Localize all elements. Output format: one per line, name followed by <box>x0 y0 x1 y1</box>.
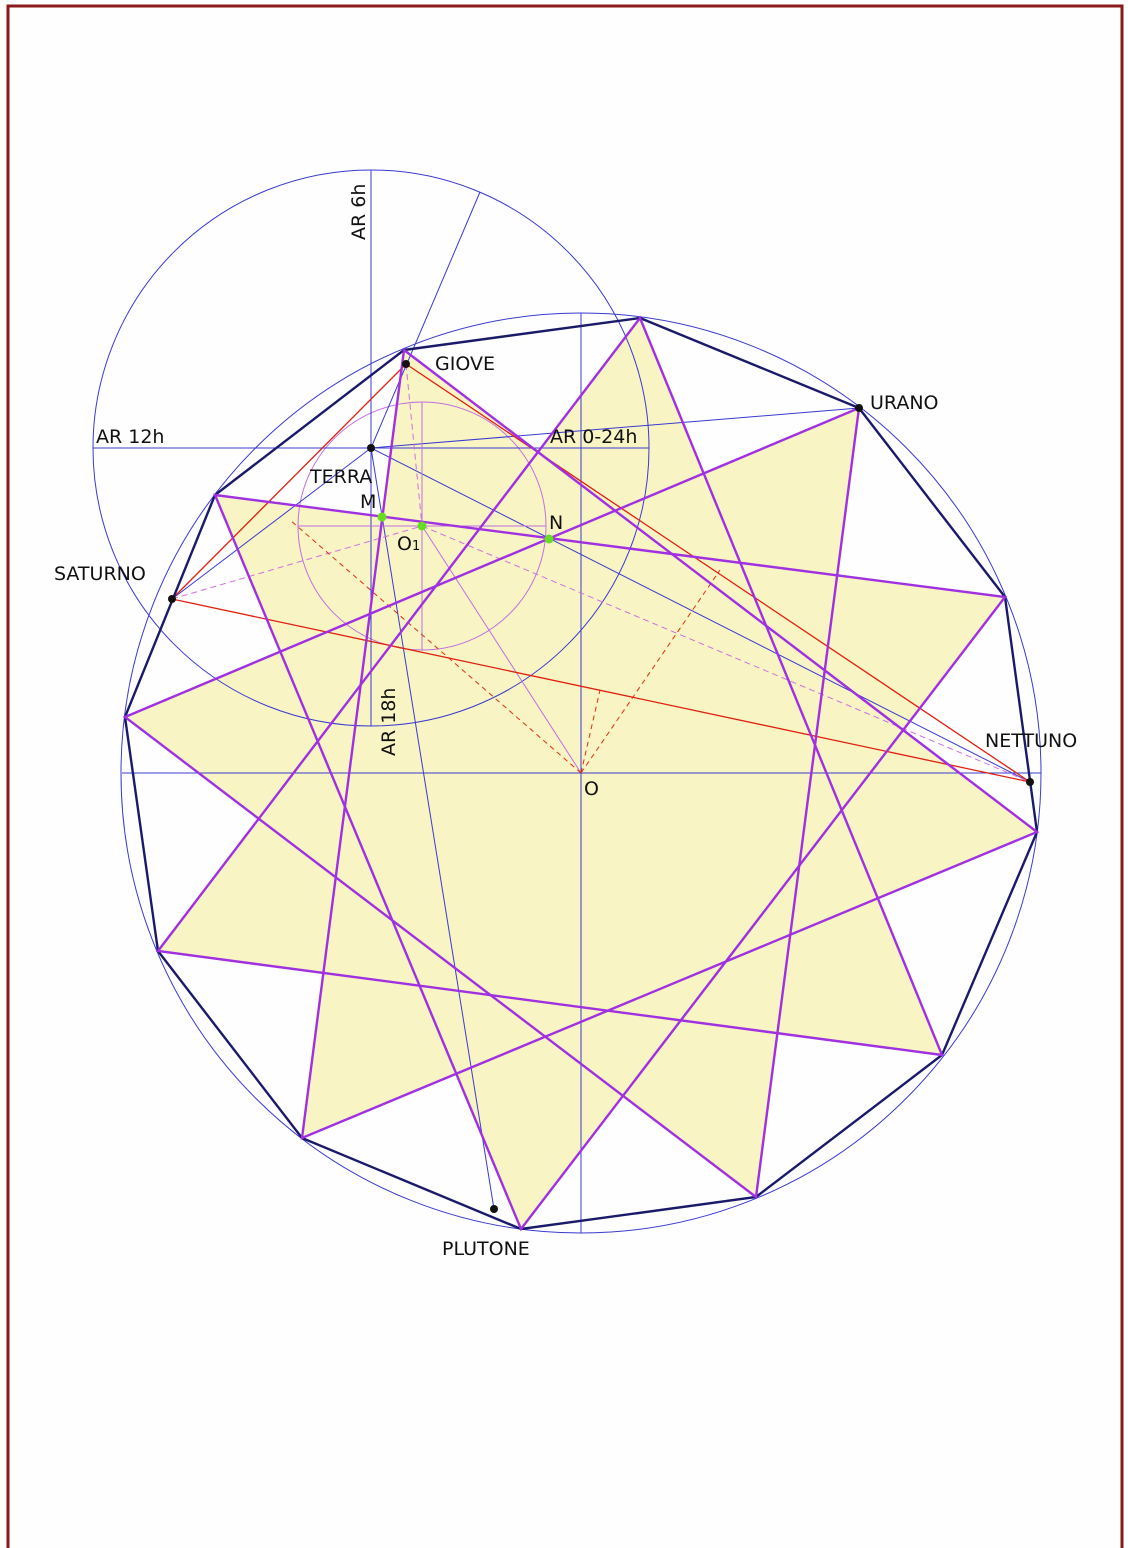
label-ar6: AR 6h <box>348 184 370 240</box>
construction-lines <box>92 169 1042 1234</box>
label-n: N <box>549 512 563 534</box>
star-fill <box>125 318 1037 1229</box>
label-saturno: SATURNO <box>54 563 146 585</box>
label-urano: URANO <box>870 392 939 414</box>
label-terra: TERRA <box>309 466 372 488</box>
star <box>122 315 1040 1232</box>
label-giove: GIOVE <box>435 353 495 375</box>
label-m: M <box>360 491 376 513</box>
label-ar0: AR 0-24h <box>550 426 637 448</box>
frame <box>6 4 1124 1548</box>
label-ar12: AR 12h <box>96 426 164 448</box>
label-o1: O1 <box>397 533 420 555</box>
label-ar18: AR 18h <box>378 688 400 756</box>
label-plutone: PLUTONE <box>442 1238 530 1260</box>
points <box>168 360 1034 1213</box>
label-nettuno: NETTUNO <box>985 730 1077 752</box>
label-o: O <box>584 778 599 800</box>
